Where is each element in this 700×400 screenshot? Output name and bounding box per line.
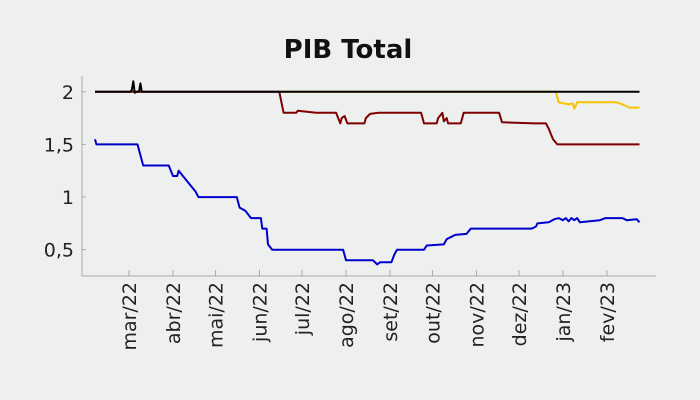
chart-title: PIB Total: [284, 35, 413, 65]
x-tick-label: out/22: [422, 282, 444, 344]
series-line-4: [95, 80, 640, 94]
x-tick-label: ago/22: [336, 282, 358, 348]
x-tick-label: nov/22: [466, 282, 488, 348]
y-tick-label: 1: [62, 187, 74, 209]
series-line-1: [94, 138, 641, 266]
series-line-3: [279, 90, 640, 110]
x-tick-label: dez/22: [509, 282, 531, 346]
x-tick-group: mar/22 abr/22 mai/22 jun/22 jul/22 ago/22 set/…: [119, 270, 619, 351]
series-line-2: [95, 90, 640, 146]
y-tick-group: 2 1,5 1 0,5: [44, 82, 86, 262]
y-tick-label: 0,5: [44, 240, 74, 262]
series-group: [94, 80, 641, 266]
x-tick-label: jan/23: [553, 282, 575, 343]
x-tick-label: mar/22: [119, 282, 141, 351]
x-tick-label: fev/23: [597, 282, 619, 342]
x-tick-label: set/22: [380, 282, 402, 342]
x-tick-label: jun/22: [249, 282, 271, 343]
x-tick-label: abr/22: [163, 282, 185, 344]
y-tick-label: 2: [62, 82, 74, 104]
x-tick-label: jul/22: [292, 282, 314, 336]
x-tick-label: mai/22: [206, 282, 228, 348]
y-tick-label: 1,5: [44, 134, 74, 156]
